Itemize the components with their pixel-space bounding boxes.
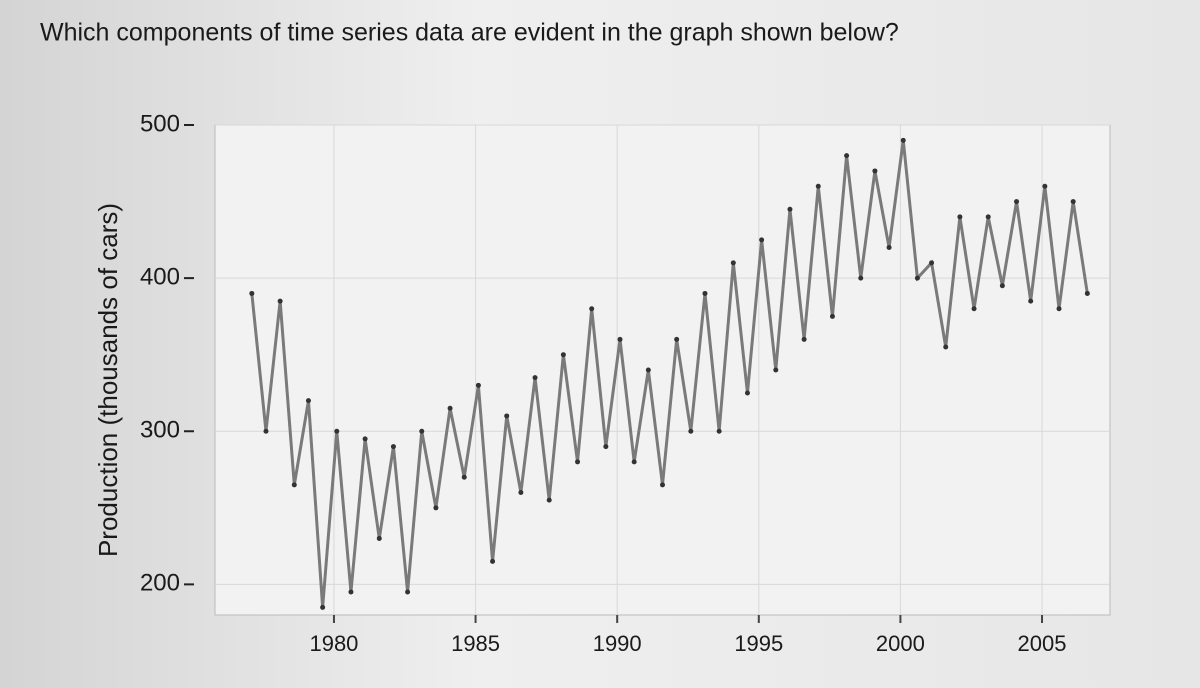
data-point	[759, 237, 765, 243]
y-tick-label: 500	[140, 110, 180, 137]
data-point	[405, 589, 411, 595]
data-point	[603, 444, 609, 450]
data-point	[985, 214, 991, 220]
data-point	[419, 428, 425, 434]
data-point	[645, 367, 651, 373]
y-tick-label: 400	[140, 263, 180, 290]
data-point	[305, 398, 311, 404]
x-tick-label: 1990	[593, 631, 642, 656]
plot-area	[214, 124, 1111, 616]
data-point	[575, 459, 581, 465]
data-point	[589, 306, 595, 312]
data-point	[504, 413, 510, 419]
data-point	[716, 428, 722, 434]
x-tick-label: 1980	[309, 631, 358, 656]
y-axis-label: Production (thousands of cars)	[93, 203, 123, 557]
data-point	[1042, 183, 1048, 189]
data-point	[263, 428, 269, 434]
data-point	[900, 137, 906, 143]
data-point	[631, 459, 637, 465]
data-point	[815, 183, 821, 189]
data-point	[461, 474, 467, 480]
data-point	[334, 428, 340, 434]
data-point	[1084, 290, 1090, 296]
data-point	[660, 482, 665, 488]
data-point	[249, 290, 255, 296]
x-tick-label: 1985	[451, 631, 500, 656]
x-tick-label: 2000	[876, 631, 925, 656]
data-point	[617, 336, 623, 342]
question-text: Which components of time series data are…	[40, 19, 899, 47]
data-point	[872, 168, 878, 174]
data-point	[1056, 306, 1062, 312]
data-point	[560, 352, 566, 358]
data-point	[348, 589, 354, 595]
data-point	[1070, 199, 1076, 205]
data-point	[801, 336, 807, 342]
data-point	[829, 313, 835, 319]
data-point	[957, 214, 963, 220]
data-point	[773, 367, 779, 373]
data-point	[999, 283, 1005, 289]
data-point	[744, 390, 750, 396]
data-point	[1028, 298, 1034, 304]
data-point	[914, 275, 920, 281]
data-point	[376, 535, 382, 541]
data-point	[787, 206, 793, 212]
data-point	[490, 558, 496, 564]
data-point	[320, 604, 326, 610]
x-tick-label: 2005	[1018, 631, 1067, 656]
data-point	[277, 298, 283, 304]
data-point	[546, 497, 552, 503]
data-point	[1014, 199, 1020, 205]
data-point	[433, 505, 439, 511]
data-point	[971, 306, 977, 312]
x-tick-label: 1995	[734, 631, 783, 656]
data-point	[291, 482, 297, 488]
series-line	[250, 140, 1089, 608]
data-point	[674, 336, 680, 342]
data-point	[362, 436, 368, 442]
data-point	[688, 428, 694, 434]
y-tick-label: 200	[140, 570, 180, 597]
data-point	[475, 382, 481, 388]
data-point	[844, 153, 850, 159]
data-point	[886, 245, 892, 250]
data-point	[390, 444, 396, 450]
data-point	[518, 490, 524, 495]
data-point	[532, 375, 538, 381]
data-point	[858, 275, 864, 281]
data-point	[929, 260, 935, 266]
data-point	[702, 290, 708, 296]
y-tick-label: 300	[140, 417, 180, 444]
data-point	[730, 260, 736, 266]
data-point	[447, 405, 453, 411]
data-point	[943, 344, 949, 350]
